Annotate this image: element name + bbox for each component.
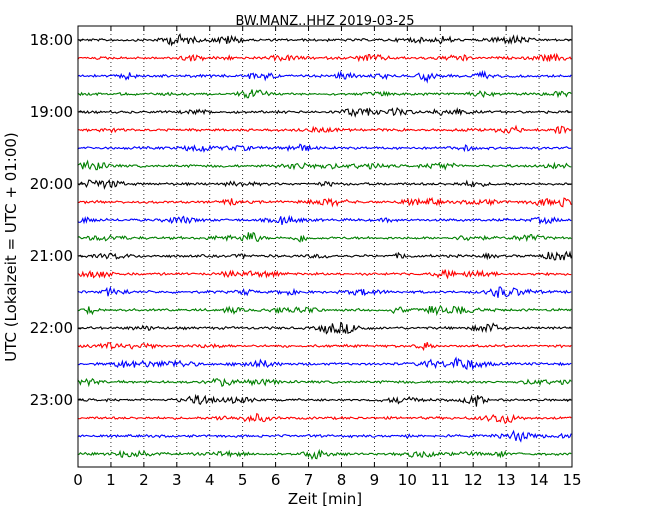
x-tick-label: 6 xyxy=(271,471,281,489)
trace-line xyxy=(77,52,572,63)
x-tick-label: 12 xyxy=(464,471,483,489)
x-tick-label: 13 xyxy=(497,471,516,489)
x-tick-label: 8 xyxy=(337,471,347,489)
trace-line xyxy=(77,179,572,190)
y-tick-label: 19:00 xyxy=(30,103,73,121)
y-tick-label: 22:00 xyxy=(30,319,73,337)
x-axis-label: Zeit [min] xyxy=(288,490,362,508)
trace-line xyxy=(77,214,572,226)
trace-line xyxy=(77,106,572,118)
trace-line xyxy=(77,143,572,153)
trace-line xyxy=(77,304,572,317)
x-tick-label: 5 xyxy=(238,471,248,489)
y-tick-label: 23:00 xyxy=(30,391,73,409)
x-tick-label: 9 xyxy=(370,471,380,489)
trace-line xyxy=(77,341,572,352)
chart-title: BW.MANZ..HHZ 2019-03-25 xyxy=(235,14,414,29)
traces-layer xyxy=(77,33,572,460)
x-tick-label: 3 xyxy=(172,471,182,489)
trace-line xyxy=(77,231,572,243)
trace-line xyxy=(77,448,572,460)
trace-line xyxy=(77,393,572,407)
trace-line xyxy=(77,89,572,99)
y-tick-label: 21:00 xyxy=(30,247,73,265)
trace-line xyxy=(77,321,572,335)
trace-line xyxy=(77,412,572,425)
trace-line xyxy=(77,285,572,298)
trace-line xyxy=(77,69,572,84)
x-tick-label: 14 xyxy=(530,471,549,489)
x-tick-label: 1 xyxy=(106,471,116,489)
y-tick-label: 18:00 xyxy=(30,31,73,49)
y-axis-label: UTC (Lokalzeit = UTC + 01:00) xyxy=(2,132,20,362)
trace-line xyxy=(77,377,572,388)
trace-line xyxy=(77,197,572,208)
x-tick-label: 2 xyxy=(139,471,149,489)
x-tick-label: 0 xyxy=(73,471,83,489)
axes-layer: 0 1 2 3 4 5 6 7 8 9 10 11 12 13 14 1518:0019:0020:0021:… xyxy=(30,25,582,489)
y-tick-label: 20:00 xyxy=(30,175,73,193)
plot-frame xyxy=(77,25,573,468)
trace-line xyxy=(77,356,572,371)
x-tick-label: 11 xyxy=(431,471,450,489)
trace-line xyxy=(77,250,572,261)
trace-line xyxy=(77,159,572,171)
x-tick-label: 10 xyxy=(398,471,417,489)
trace-line xyxy=(77,429,572,443)
x-tick-label: 15 xyxy=(562,471,581,489)
x-tick-label: 4 xyxy=(205,471,215,489)
trace-line xyxy=(77,124,572,135)
x-tick-label: 7 xyxy=(304,471,314,489)
trace-line xyxy=(77,269,572,280)
trace-line xyxy=(77,33,572,47)
grid-layer xyxy=(110,26,540,467)
